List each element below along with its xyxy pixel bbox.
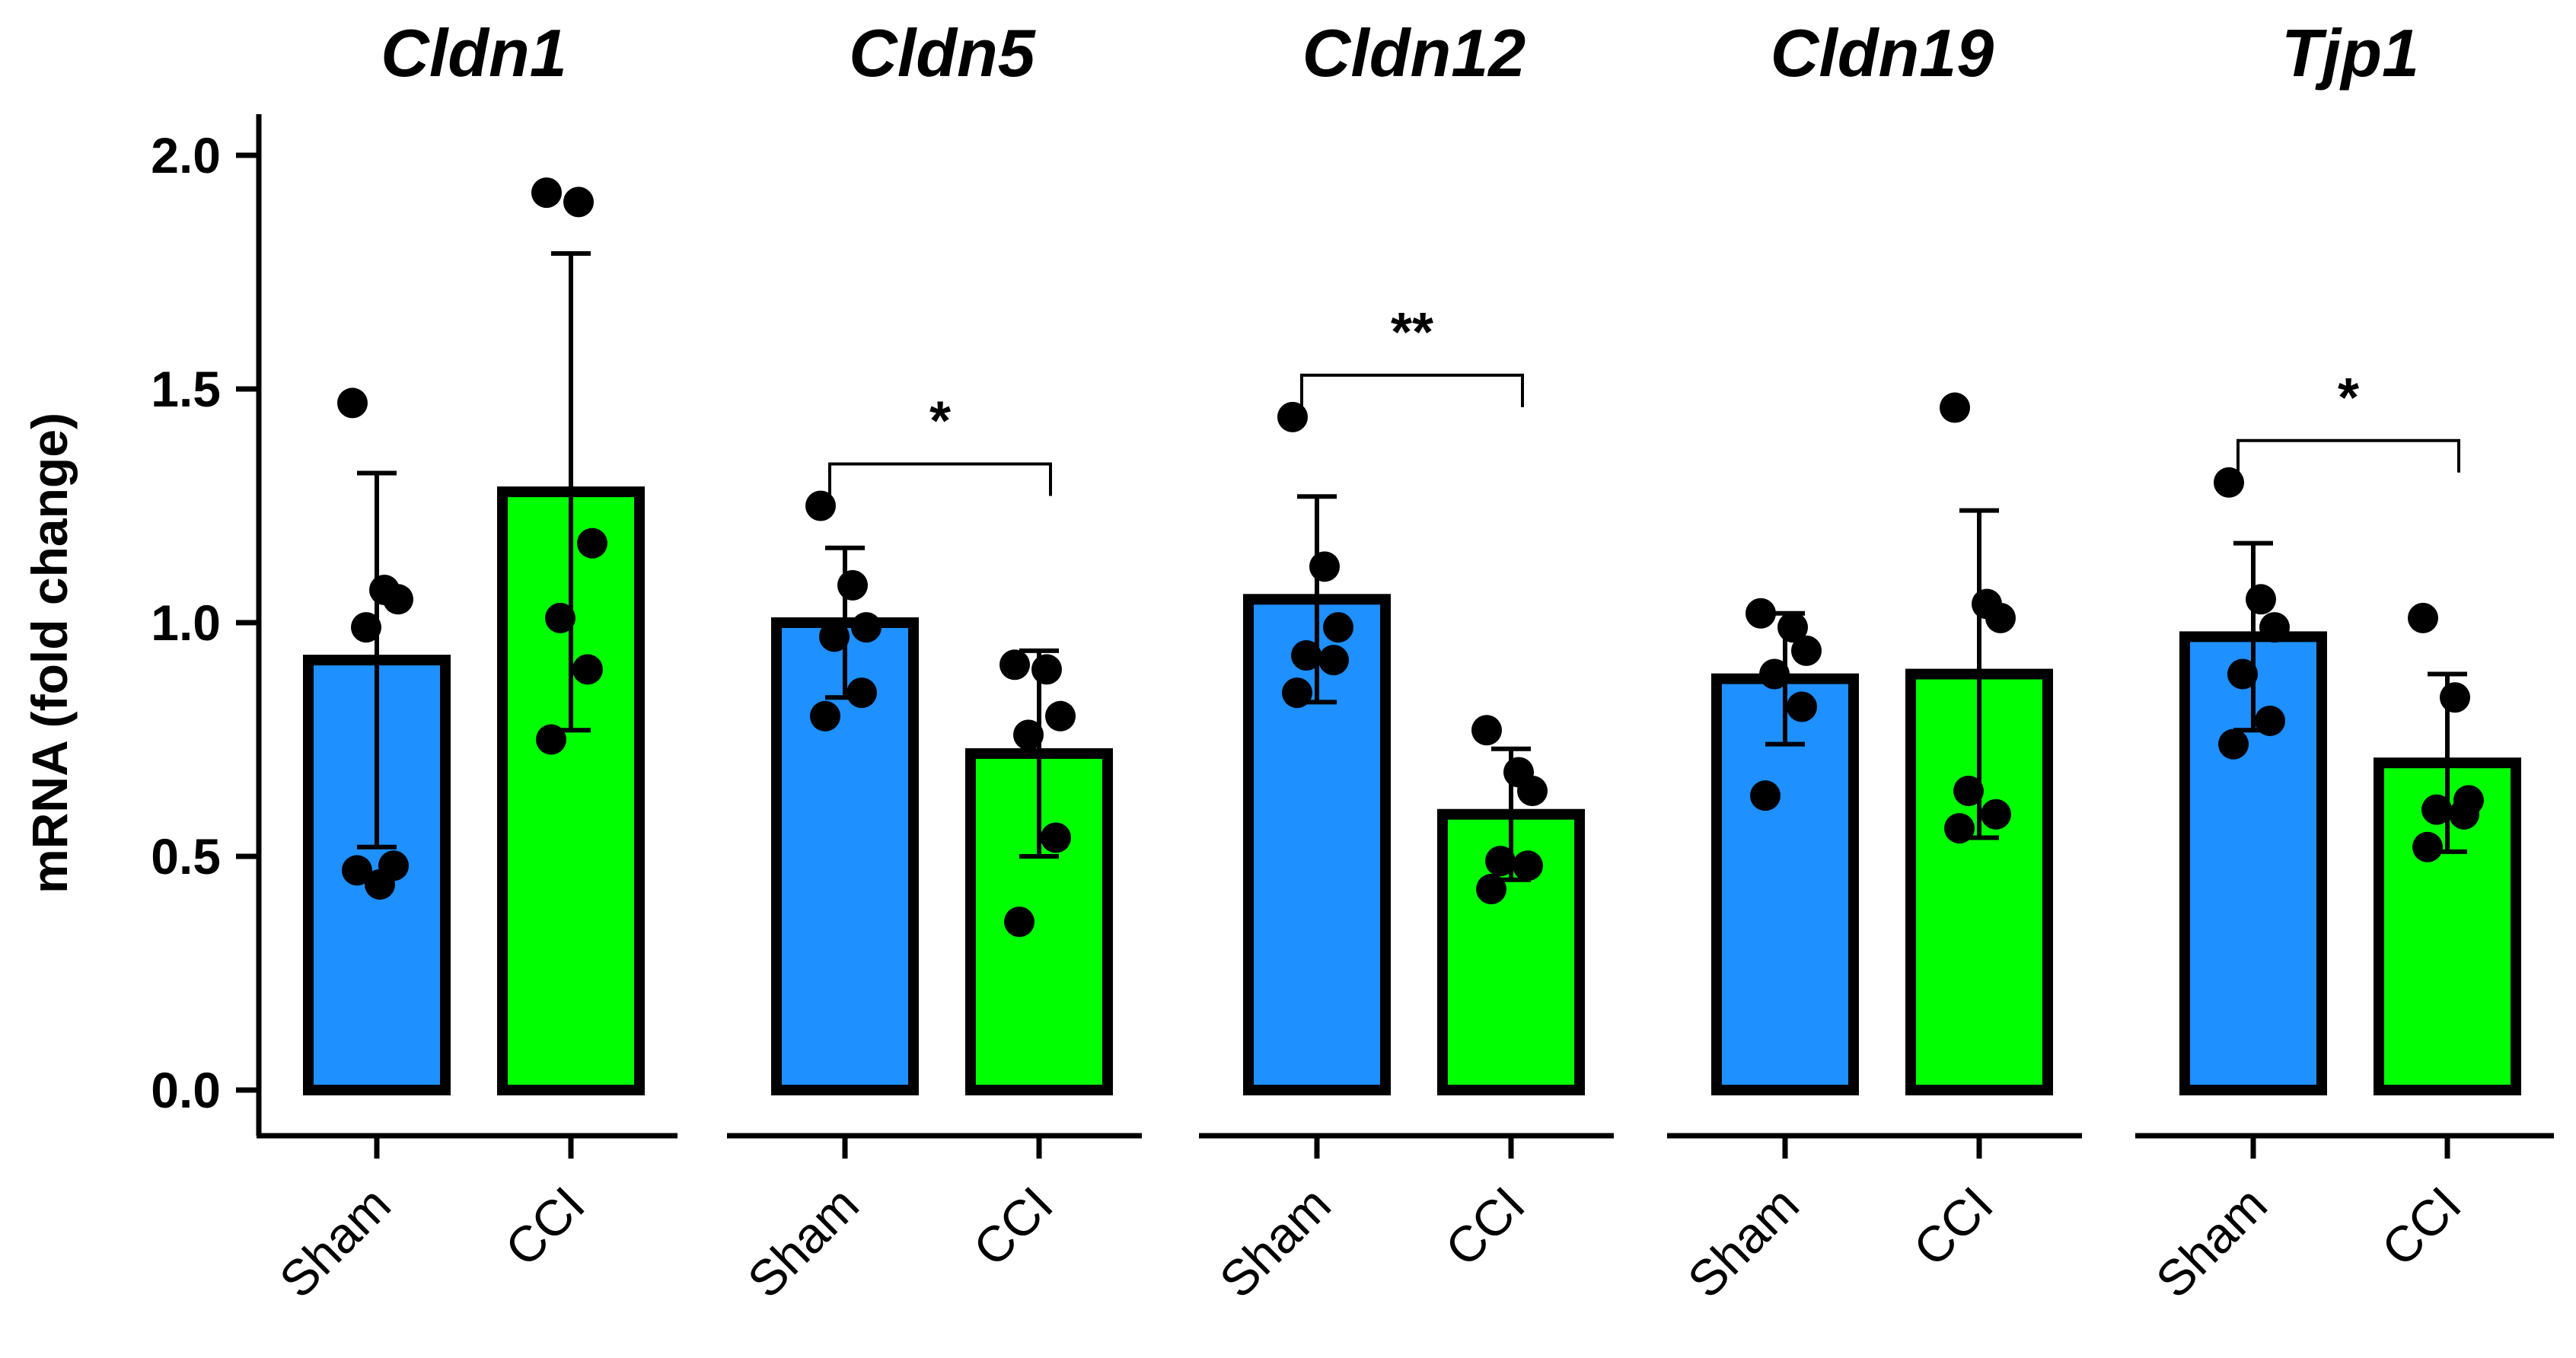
panel-cldn19: Cldn19 Sham CCI [1667, 15, 2082, 1309]
data-point [819, 621, 850, 652]
data-point [1318, 645, 1349, 676]
significance-label: * [929, 391, 951, 452]
data-point [1513, 850, 1543, 881]
y-tick-label: 1.0 [151, 595, 221, 651]
x-tick-label: CCI [1434, 1176, 1535, 1277]
data-point [2246, 584, 2276, 615]
data-point [1004, 906, 1035, 937]
data-point [572, 654, 603, 685]
data-point [383, 584, 413, 615]
x-tick-label: CCI [2370, 1176, 2472, 1277]
data-point [2440, 682, 2470, 713]
significance-label: ** [1391, 302, 1433, 363]
y-tick-label: 0.0 [151, 1062, 221, 1118]
data-point [1031, 654, 1062, 685]
data-point [1944, 813, 1975, 844]
y-tick-label: 2.0 [151, 127, 221, 183]
data-point [846, 677, 877, 709]
data-point [2214, 467, 2244, 498]
data-point [531, 177, 562, 209]
data-point [1940, 392, 1970, 423]
data-point [1750, 780, 1781, 811]
data-point [999, 649, 1030, 681]
data-point [351, 612, 381, 643]
data-point [1291, 639, 1321, 671]
data-point [810, 700, 840, 732]
data-point [2408, 602, 2438, 633]
data-point [2259, 612, 2290, 643]
data-point [2255, 705, 2285, 736]
data-point [1471, 715, 1502, 746]
panel-title: Cldn1 [381, 15, 566, 91]
data-point [563, 186, 594, 218]
data-point [851, 612, 882, 643]
panel-cldn5: Cldn5 Sham CCI * [727, 15, 1142, 1309]
data-point [2421, 794, 2452, 825]
panel-title: Cldn19 [1771, 15, 1994, 91]
data-point [1041, 822, 1071, 853]
significance-bracket [828, 462, 1052, 496]
data-point [805, 490, 836, 521]
data-point [2449, 799, 2479, 830]
x-tick-label: Sham [269, 1176, 401, 1309]
x-tick-label: CCI [1902, 1176, 2004, 1277]
data-point [1476, 873, 1506, 904]
x-tick-label: Sham [1677, 1176, 1809, 1309]
data-point [1485, 846, 1516, 877]
data-point [1323, 612, 1353, 643]
data-point [342, 855, 372, 886]
data-point [1981, 799, 2011, 830]
data-point [545, 602, 575, 633]
data-point [1777, 612, 1808, 643]
data-point [837, 569, 868, 601]
data-point [1517, 776, 1548, 807]
panel-tjp1: Tjp1 Sham CCI * [2135, 15, 2554, 1309]
panel-title: Tjp1 [2281, 15, 2419, 91]
significance-label: * [2338, 368, 2359, 429]
data-point [1791, 635, 1822, 666]
data-point [2227, 658, 2258, 690]
data-point [2218, 728, 2249, 760]
y-tick-label: 1.5 [151, 361, 221, 417]
bar-sham [1711, 673, 1859, 1095]
x-tick-label: Sham [1209, 1176, 1341, 1309]
data-point [577, 528, 607, 559]
data-point [1277, 401, 1308, 432]
bar-sham [1243, 594, 1391, 1095]
significance-bracket [2236, 438, 2460, 473]
y-tick-label: 0.5 [151, 828, 221, 885]
data-point [1985, 602, 2016, 633]
data-point [1309, 551, 1340, 582]
panel-title: Cldn12 [1302, 15, 1526, 91]
data-point [337, 387, 368, 419]
data-point [1045, 700, 1076, 732]
panel-cldn1: Cldn1 Sham CCI [257, 15, 677, 1309]
data-point [1013, 719, 1044, 751]
data-point [536, 724, 566, 755]
x-tick-label: CCI [962, 1176, 1063, 1277]
x-tick-label: CCI [494, 1176, 595, 1277]
panel-cldn12: Cldn12 Sham CCI ** [1199, 15, 1614, 1309]
data-point [1745, 598, 1776, 629]
y-axis-label: mRNA (fold change) [21, 413, 78, 894]
data-point [1787, 691, 1817, 722]
significance-bracket [1300, 373, 1524, 407]
data-point [2412, 831, 2443, 862]
data-point [1759, 658, 1790, 690]
x-tick-label: Sham [737, 1176, 869, 1309]
x-tick-label: Sham [2145, 1176, 2278, 1309]
panel-title: Cldn5 [849, 15, 1036, 91]
data-point [1953, 776, 1984, 807]
axis-layer: 0.0 0.5 1.0 1.5 2.0 [151, 114, 262, 1136]
data-point [365, 869, 395, 900]
data-point [1282, 677, 1312, 709]
